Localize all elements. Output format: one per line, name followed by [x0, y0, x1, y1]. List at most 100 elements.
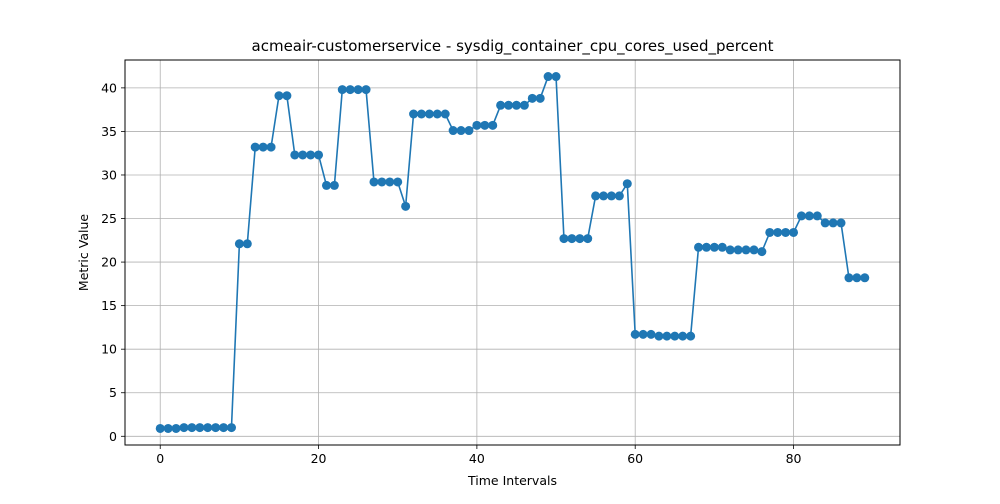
data-point — [496, 100, 506, 110]
data-point — [622, 179, 632, 189]
data-point — [519, 100, 529, 110]
data-point — [219, 423, 229, 433]
data-point — [385, 177, 395, 187]
x-tick-label: 80 — [786, 451, 802, 466]
data-point — [480, 120, 490, 130]
data-point — [820, 218, 830, 228]
plot-frame — [124, 59, 901, 446]
data-point — [424, 109, 434, 119]
y-tick-label: 5 — [109, 385, 117, 400]
data-point — [828, 218, 838, 228]
data-point — [654, 331, 664, 341]
data-point — [599, 191, 609, 201]
data-point — [472, 120, 482, 130]
data-point — [670, 331, 680, 341]
data-point — [543, 72, 553, 82]
data-point — [226, 423, 236, 433]
data-point — [409, 109, 419, 119]
y-axis-label: Metric Value — [76, 214, 91, 291]
data-point — [630, 329, 640, 339]
data-point — [504, 100, 514, 110]
data-points — [155, 72, 870, 433]
data-point — [812, 211, 822, 221]
data-point — [345, 85, 355, 95]
data-point — [575, 234, 585, 244]
data-point — [527, 93, 537, 103]
data-point — [781, 227, 791, 237]
data-point — [377, 177, 387, 187]
data-point — [733, 245, 743, 255]
data-point — [448, 126, 458, 136]
data-point — [804, 211, 814, 221]
data-point — [321, 180, 331, 190]
x-tick-label: 20 — [311, 451, 327, 466]
y-tick-label: 30 — [101, 167, 117, 182]
data-point — [583, 234, 593, 244]
y-tick-label: 10 — [101, 342, 117, 357]
data-point — [456, 126, 466, 136]
data-point — [852, 273, 862, 283]
data-point — [171, 423, 181, 433]
data-point — [725, 245, 735, 255]
data-point — [844, 273, 854, 283]
data-point — [614, 191, 624, 201]
data-point — [789, 227, 799, 237]
data-point — [765, 227, 775, 237]
data-point — [646, 329, 656, 339]
data-point — [306, 150, 316, 160]
data-point — [796, 211, 806, 221]
data-point — [179, 423, 189, 433]
data-point — [749, 245, 759, 255]
y-tick-label: 40 — [101, 80, 117, 95]
y-axis-ticks: 0 5 10 15 20 25 30 35 40 — [101, 80, 125, 444]
data-point — [694, 242, 704, 252]
data-point — [678, 331, 688, 341]
data-point — [551, 72, 561, 82]
data-point — [860, 273, 870, 283]
chart-title: acmeair-customerservice - sysdig_contain… — [252, 37, 774, 56]
data-point — [282, 91, 292, 101]
data-point — [314, 150, 324, 160]
data-point — [773, 227, 783, 237]
y-tick-label: 25 — [101, 211, 117, 226]
data-point — [432, 109, 442, 119]
data-point — [440, 109, 450, 119]
data-point — [591, 191, 601, 201]
data-point — [211, 423, 221, 433]
data-point — [836, 218, 846, 228]
data-point — [559, 234, 569, 244]
data-point — [250, 142, 260, 152]
data-point — [353, 85, 363, 95]
data-point — [606, 191, 616, 201]
data-point — [329, 180, 339, 190]
data-point — [242, 239, 252, 249]
x-tick-label: 40 — [469, 451, 485, 466]
data-point — [535, 93, 545, 103]
data-point — [567, 234, 577, 244]
x-tick-label: 0 — [156, 451, 164, 466]
data-point — [701, 242, 711, 252]
data-point — [163, 423, 173, 433]
x-axis-ticks: 0 20 40 60 80 — [156, 445, 802, 466]
x-axis-label: Time Intervals — [467, 473, 557, 488]
data-point — [274, 91, 284, 101]
y-tick-label: 15 — [101, 298, 117, 313]
data-point — [337, 85, 347, 95]
data-point — [298, 150, 308, 160]
data-point — [195, 423, 205, 433]
data-point — [155, 423, 165, 433]
data-point — [662, 331, 672, 341]
data-point — [203, 423, 213, 433]
data-point — [686, 331, 696, 341]
x-tick-label: 60 — [627, 451, 643, 466]
y-tick-label: 20 — [101, 255, 117, 270]
data-point — [234, 239, 244, 249]
data-point — [401, 201, 411, 211]
data-point — [290, 150, 300, 160]
data-point — [488, 120, 498, 130]
data-point — [369, 177, 379, 187]
data-point — [717, 242, 727, 252]
plot-area — [125, 60, 900, 445]
